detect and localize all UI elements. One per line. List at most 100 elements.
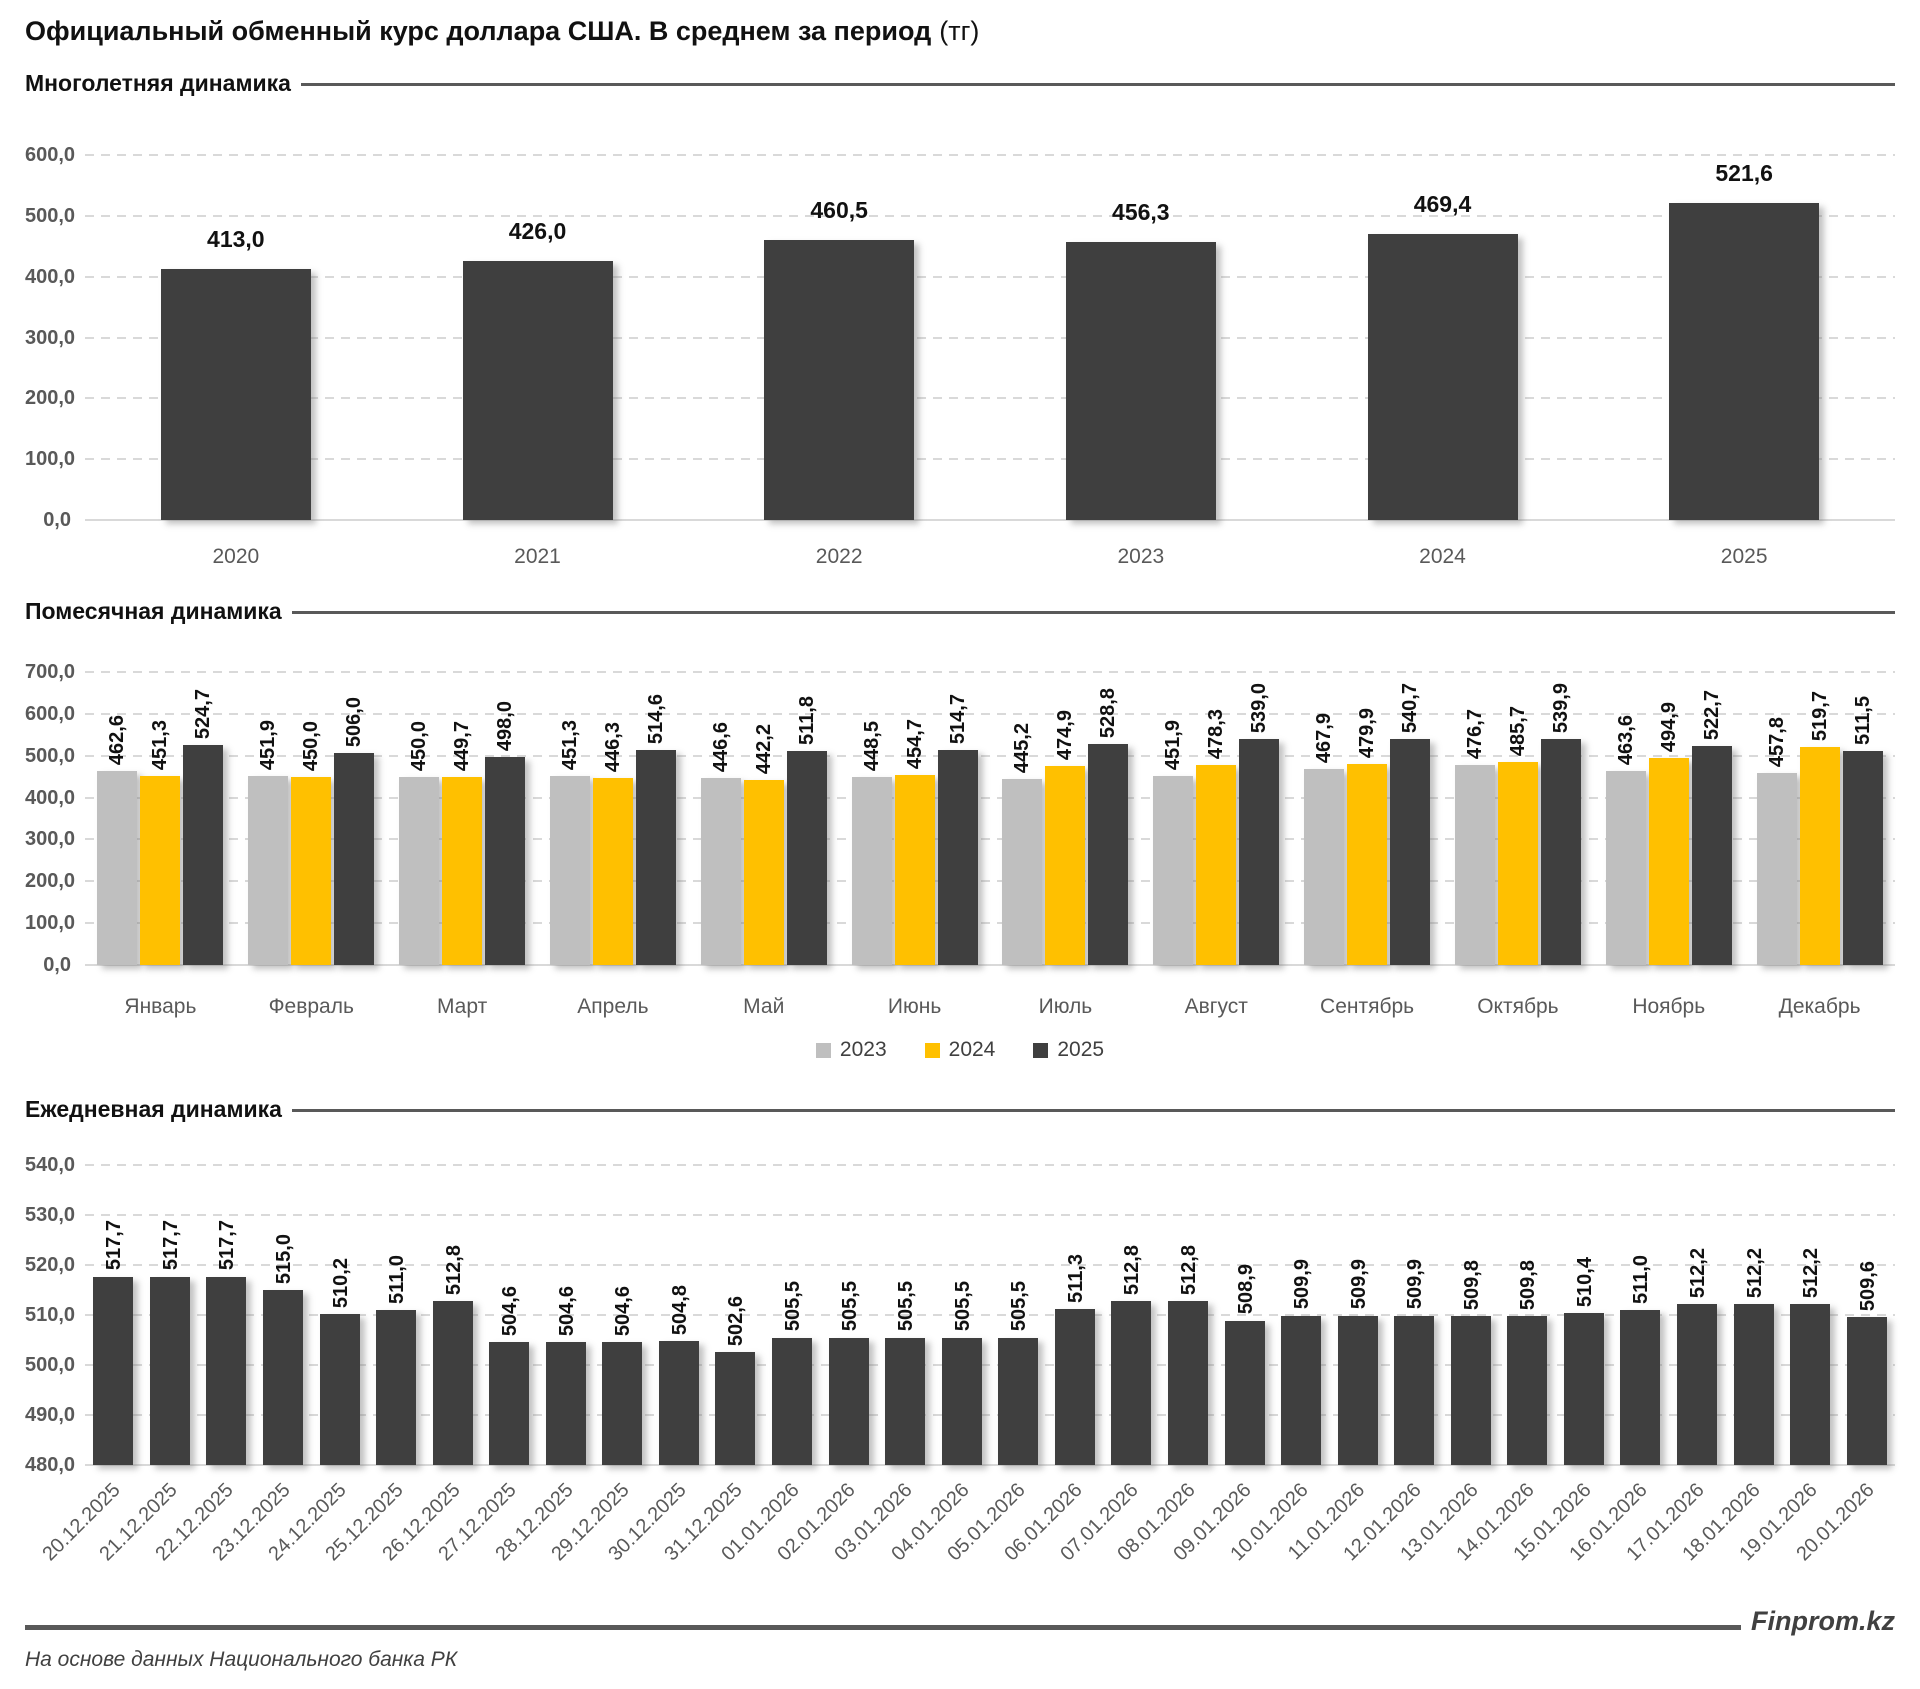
bar-value-label: 504,6 <box>499 1285 522 1336</box>
bar <box>1790 1304 1831 1465</box>
bar-value-label: 517,7 <box>159 1220 182 1271</box>
bar-value-label: 539,9 <box>1549 682 1572 734</box>
bar-value-label: 512,2 <box>1743 1247 1766 1298</box>
bar-value-label: 462,6 <box>106 715 129 766</box>
section-rule <box>291 611 1895 614</box>
bar-value-label: 512,8 <box>442 1244 465 1295</box>
bar <box>1367 234 1518 520</box>
gridline <box>85 397 1895 400</box>
x-category-label: 2020 <box>212 545 260 568</box>
bar-value-label: 505,5 <box>951 1281 974 1332</box>
gridline <box>85 1214 1895 1216</box>
bar <box>1002 778 1043 965</box>
y-tick-label: 490,0 <box>25 1404 76 1426</box>
bar-value-label: 485,7 <box>1506 705 1529 756</box>
bar <box>1390 738 1431 965</box>
bar <box>658 1341 699 1465</box>
bar-value-label: 498,0 <box>494 700 517 751</box>
bar <box>1691 746 1732 965</box>
x-category-label: Март <box>436 995 488 1018</box>
legend-swatch-2024 <box>924 1042 940 1058</box>
bar <box>183 745 224 965</box>
plot-area: 462,6 451,3 524,7 Январь 451,9 450,0 506,0 Февр… <box>85 671 1895 1018</box>
bar-value-label: 505,5 <box>838 1281 861 1332</box>
bar <box>1677 1304 1718 1465</box>
bar-value-label: 448,5 <box>860 721 883 772</box>
bar <box>715 1352 756 1465</box>
bar <box>828 1337 869 1465</box>
bar-value-label: 511,0 <box>1630 1255 1653 1304</box>
bar <box>1088 743 1129 965</box>
gridline <box>85 712 1895 715</box>
bar-value-label: 510,4 <box>1573 1256 1596 1307</box>
section-header-daily: Ежедневная динамика <box>25 1096 1895 1123</box>
bar <box>1563 1313 1604 1465</box>
bar-value-label: 519,7 <box>1808 691 1831 742</box>
y-tick-label: 600,0 <box>25 144 76 166</box>
legend-swatch-2023 <box>815 1042 831 1058</box>
bar-value-label: 509,9 <box>1291 1259 1314 1310</box>
bar <box>1281 1315 1322 1465</box>
section-header-yearly: Многолетняя динамика <box>25 70 1895 97</box>
bar <box>399 776 440 965</box>
section-header-monthly: Помесячная динамика <box>25 598 1895 625</box>
gridline <box>85 1314 1895 1316</box>
y-tick-label: 300,0 <box>25 326 76 349</box>
bar-value-label: 509,8 <box>1517 1259 1540 1310</box>
bar <box>291 776 332 965</box>
bar-value-label: 413,0 <box>207 225 265 252</box>
section-rule <box>291 1109 1895 1112</box>
gridline <box>85 154 1895 156</box>
bar-value-label: 504,8 <box>668 1284 691 1335</box>
gridline <box>85 754 1895 757</box>
y-tick-label: 100,0 <box>25 448 76 471</box>
x-category-label: Апрель <box>577 995 649 1018</box>
bar <box>376 1310 417 1465</box>
bar-value-label: 505,5 <box>895 1281 918 1332</box>
x-category-label: 2022 <box>815 545 863 568</box>
legend-label-2025: 2025 <box>1057 1038 1105 1061</box>
bar <box>998 1337 1039 1465</box>
bar-value-label: 451,3 <box>558 720 581 771</box>
footer: Finprom.kz <box>25 1606 1895 1637</box>
bar-value-label: 512,8 <box>1177 1244 1200 1295</box>
bar-value-label: 494,9 <box>1657 701 1680 752</box>
gridline <box>85 964 1895 966</box>
bar <box>442 776 483 965</box>
bar-value-label: 457,8 <box>1765 717 1788 768</box>
y-tick-label: 700,0 <box>25 661 76 683</box>
bar <box>1111 1301 1152 1465</box>
bar-value-label: 511,3 <box>1064 1253 1087 1303</box>
x-category-label: Февраль <box>268 995 354 1018</box>
bar-value-label: 474,9 <box>1054 710 1077 761</box>
gridline <box>85 838 1895 841</box>
bar-value-label: 506,0 <box>343 697 366 748</box>
bar <box>1394 1315 1435 1465</box>
bar-value-label: 511,5 <box>1851 695 1874 745</box>
y-tick-label: 500,0 <box>25 1354 76 1376</box>
bar-value-label: 512,2 <box>1687 1247 1710 1298</box>
legend-swatch-2025 <box>1033 1042 1049 1058</box>
bar <box>1196 764 1237 965</box>
bar <box>1497 761 1538 965</box>
y-tick-label: 520,0 <box>25 1254 76 1276</box>
monthly-grouped-bar-chart: 462,6 451,3 524,7 Январь 451,9 450,0 506,0 Февр… <box>25 640 1895 1035</box>
bar-value-label: 451,9 <box>257 719 280 770</box>
x-category-label: Май <box>743 995 785 1018</box>
bar <box>1045 766 1086 965</box>
bar <box>851 777 892 965</box>
bar-value-label: 445,2 <box>1011 722 1034 773</box>
gridline <box>85 1464 1895 1466</box>
bar-value-label: 508,9 <box>1234 1264 1257 1315</box>
bar-value-label: 505,5 <box>782 1281 805 1332</box>
y-tick-label: 480,0 <box>25 1454 76 1476</box>
bar-value-label: 512,8 <box>1121 1244 1144 1295</box>
bar-value-label: 517,7 <box>216 1220 239 1271</box>
bar-value-label: 504,6 <box>555 1285 578 1336</box>
gridline <box>85 336 1895 339</box>
bar <box>149 1276 190 1465</box>
bar-value-label: 539,0 <box>1248 683 1271 734</box>
section-rule <box>300 83 1895 86</box>
bar-value-label: 517,7 <box>103 1220 126 1271</box>
bar <box>248 775 289 965</box>
